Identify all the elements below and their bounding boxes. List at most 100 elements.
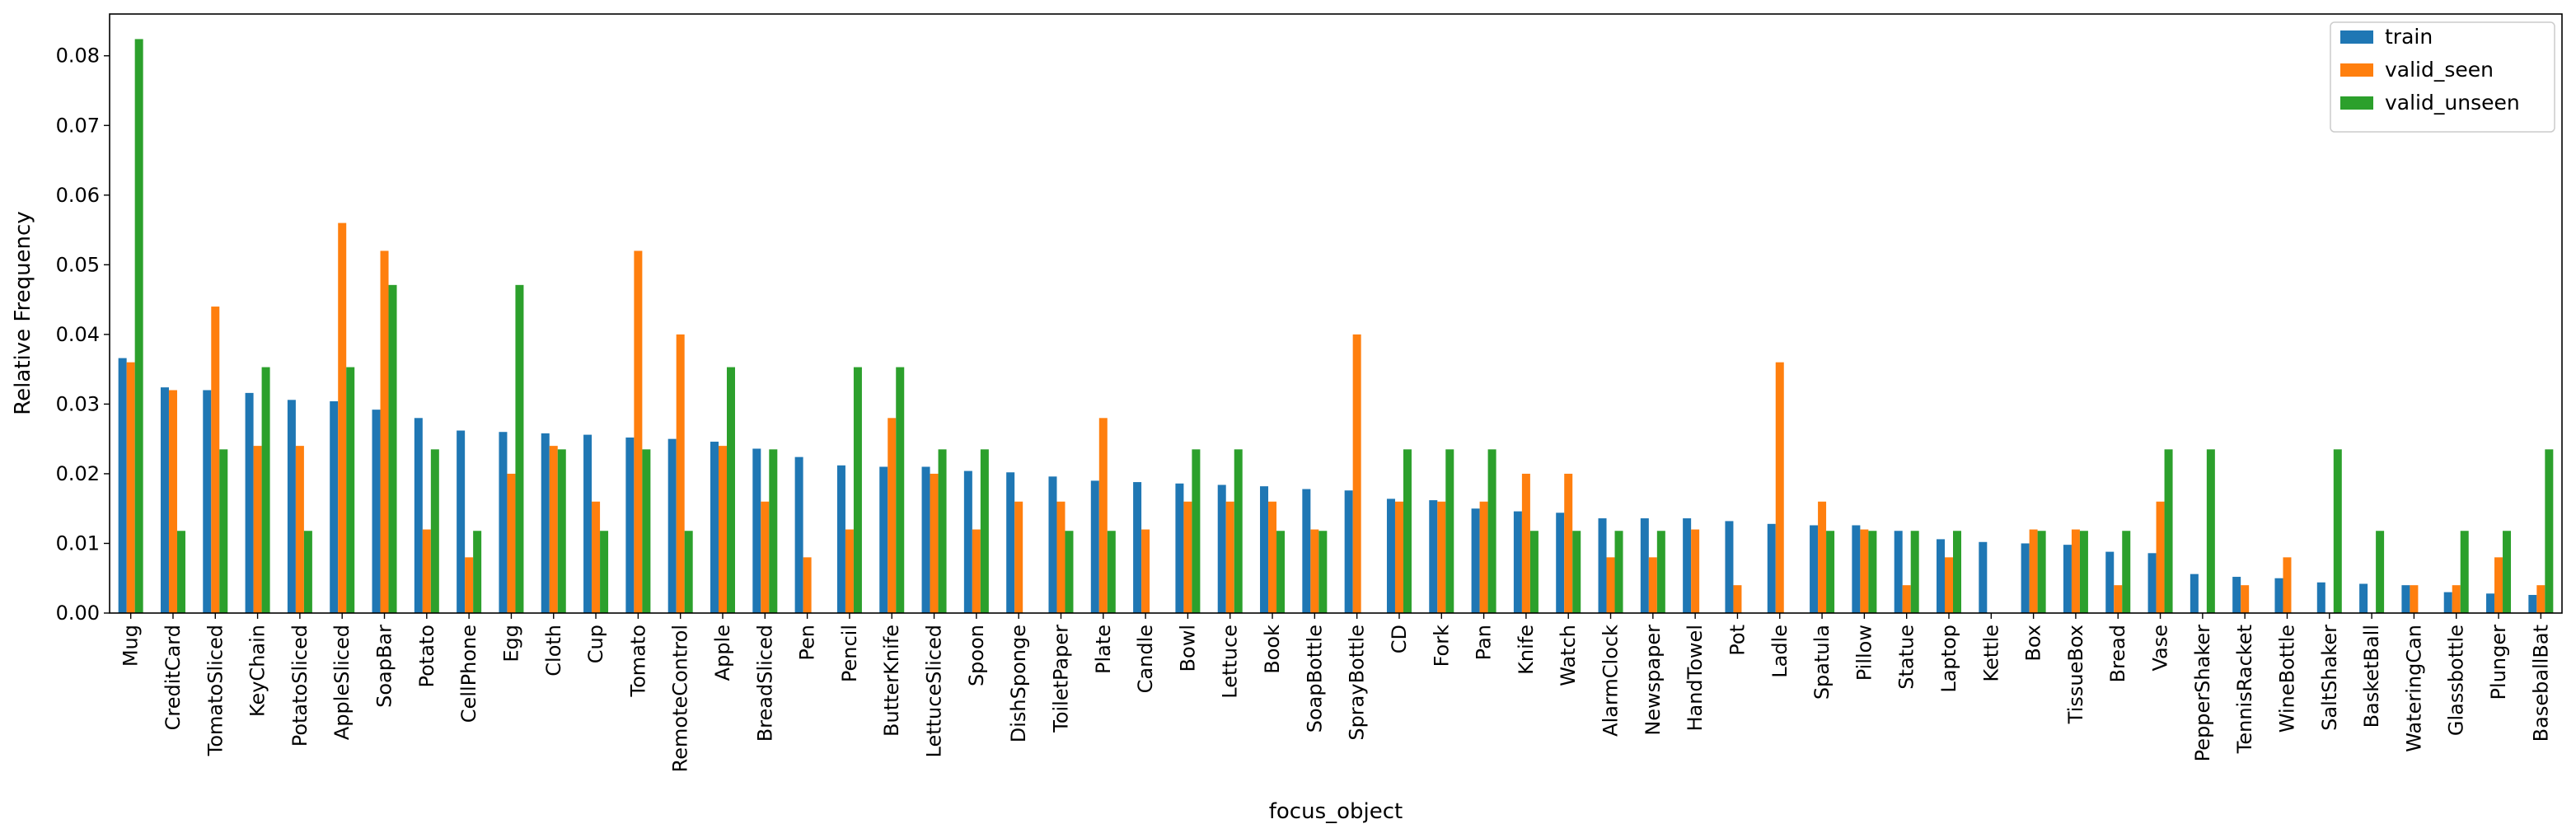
bar-train-HandTowel — [1683, 518, 1692, 613]
bar-train-Plate — [1090, 480, 1099, 613]
legend-label-train: train — [2385, 25, 2433, 49]
bar-valid_unseen-Vase — [2164, 449, 2173, 613]
x-tick-label: Mug — [119, 625, 143, 667]
bar-train-SaltShaker — [2316, 582, 2325, 613]
bar-valid_unseen-Spatula — [1826, 531, 1835, 613]
legend-label-valid_unseen: valid_unseen — [2385, 91, 2520, 115]
bar-train-TomatoSliced — [203, 390, 212, 613]
bar-valid_seen-KeyChain — [253, 446, 262, 613]
legend: train valid_seen valid_unseen — [2330, 21, 2555, 133]
bar-train-SoapBar — [372, 410, 381, 613]
bar-valid_unseen-Book — [1276, 531, 1286, 613]
bar-valid_seen-TennisRacket — [2241, 585, 2250, 613]
bar-train-WineBottle — [2274, 578, 2283, 613]
bar-valid_seen-Pen — [803, 557, 812, 613]
x-tick-label: RemoteControl — [669, 625, 692, 772]
bar-valid_seen-BreadSliced — [761, 501, 770, 613]
x-tick-label: Bread — [2106, 625, 2129, 683]
bar-train-TissueBox — [2063, 545, 2072, 613]
bar-valid_unseen-Laptop — [1953, 531, 1961, 613]
bar-train-TennisRacket — [2232, 577, 2241, 613]
bar-train-BaseballBat — [2528, 595, 2537, 613]
bar-valid_unseen-CreditCard — [176, 531, 185, 613]
x-tick-label: LettuceSliced — [923, 625, 946, 757]
y-axis-label: Relative Frequency — [11, 211, 35, 414]
bar-train-PepperShaker — [2190, 573, 2199, 613]
bar-valid_seen-Laptop — [1945, 557, 1953, 613]
bar-valid_seen-Book — [1268, 501, 1277, 613]
bar-valid_unseen-CD — [1403, 449, 1412, 613]
legend-swatch-valid_unseen — [2340, 96, 2373, 110]
bar-valid_seen-Cloth — [549, 446, 558, 613]
bar-train-SprayBottle — [1344, 490, 1353, 613]
bar-valid_unseen-Apple — [727, 367, 735, 613]
bar-valid_unseen-CellPhone — [473, 531, 482, 613]
bar-valid_unseen-AppleSliced — [346, 367, 355, 613]
x-tick-label: PotatoSliced — [288, 625, 311, 747]
bar-valid_unseen-Glassbottle — [2460, 531, 2469, 613]
bar-valid_seen-CellPhone — [465, 557, 474, 613]
bar-train-Tomato — [625, 437, 635, 613]
bar-valid_unseen-Spoon — [980, 449, 989, 613]
x-tick-label: AppleSliced — [330, 625, 354, 740]
bar-valid_unseen-Plunger — [2503, 531, 2512, 613]
x-tick-label: CreditCard — [162, 625, 185, 730]
bar-valid_unseen-Newspaper — [1656, 531, 1665, 613]
bar-train-RemoteControl — [667, 438, 677, 613]
bar-valid_seen-Egg — [507, 473, 516, 613]
y-tick-label: 0.02 — [56, 462, 100, 485]
bar-valid_unseen-Bowl — [1192, 449, 1201, 613]
x-tick-label: WineBottle — [2275, 625, 2298, 733]
bar-valid_seen-Spoon — [972, 529, 981, 613]
bar-valid_unseen-SoapBottle — [1318, 531, 1328, 613]
bar-valid_unseen-Statue — [1910, 531, 1919, 613]
bar-valid_unseen-BreadSliced — [769, 449, 778, 613]
bar-valid_seen-WateringCan — [2410, 585, 2419, 613]
bar-valid_seen-Bread — [2114, 585, 2123, 613]
x-axis-ticks: Mug CreditCard TomatoSliced KeyChain PotatoS… — [119, 613, 2552, 772]
bar-train-Newspaper — [1640, 518, 1649, 613]
bar-valid_seen-Mug — [126, 362, 135, 613]
bar-train-BasketBall — [2359, 583, 2368, 613]
bar-valid_seen-SprayBottle — [1352, 334, 1361, 613]
bar-valid_unseen-AlarmClock — [1614, 531, 1623, 613]
x-tick-label: CellPhone — [457, 625, 480, 723]
bar-valid_seen-CD — [1394, 501, 1403, 613]
y-tick-label: 0.08 — [56, 44, 100, 68]
bar-train-Statue — [1894, 531, 1903, 613]
bar-valid_seen-SoapBar — [380, 250, 389, 613]
bar-valid_seen-Plunger — [2494, 557, 2503, 613]
y-tick-label: 0.01 — [56, 531, 100, 555]
bar-valid_unseen-Mug — [134, 39, 143, 614]
bar-train-Glassbottle — [2443, 592, 2452, 613]
bar-valid_seen-DishSponge — [1014, 501, 1023, 613]
bar-train-Pot — [1725, 521, 1734, 613]
bar-train-Pillow — [1852, 525, 1861, 613]
x-tick-label: Fork — [1430, 625, 1453, 667]
bar-train-Egg — [499, 432, 508, 613]
bar-valid_seen-Cup — [592, 501, 601, 613]
x-tick-label: BaseballBat — [2529, 625, 2552, 742]
y-axis-ticks: 0.00 0.01 0.02 0.03 0.04 0.05 0.06 0.07 0.08 — [56, 44, 110, 625]
bar-valid_seen-Potato — [422, 529, 431, 613]
bar-valid_unseen-Knife — [1529, 531, 1539, 613]
bar-valid_unseen-Pencil — [853, 367, 862, 613]
bar-train-Pan — [1471, 508, 1480, 613]
bar-valid_unseen-Lettuce — [1234, 449, 1243, 613]
bar-train-CD — [1386, 499, 1395, 613]
bar-valid_seen-Pillow — [1860, 529, 1869, 613]
bar-train-WateringCan — [2401, 585, 2410, 613]
bar-valid_seen-Pot — [1733, 585, 1742, 613]
bar-valid_unseen-Fork — [1445, 449, 1454, 613]
bar-train-CellPhone — [457, 430, 466, 613]
x-axis-label: focus_object — [1269, 799, 1403, 824]
x-tick-label: DishSponge — [1007, 625, 1030, 742]
x-tick-label: Potato — [415, 625, 438, 688]
bar-valid_unseen-SaltShaker — [2333, 449, 2342, 613]
x-tick-label: TomatoSliced — [204, 625, 227, 756]
bar-train-Book — [1260, 486, 1269, 613]
legend-swatch-valid_seen — [2340, 63, 2373, 77]
bar-valid_seen-BaseballBat — [2536, 585, 2546, 613]
bar-valid_seen-WineBottle — [2283, 557, 2292, 613]
bar-train-Knife — [1513, 511, 1522, 613]
